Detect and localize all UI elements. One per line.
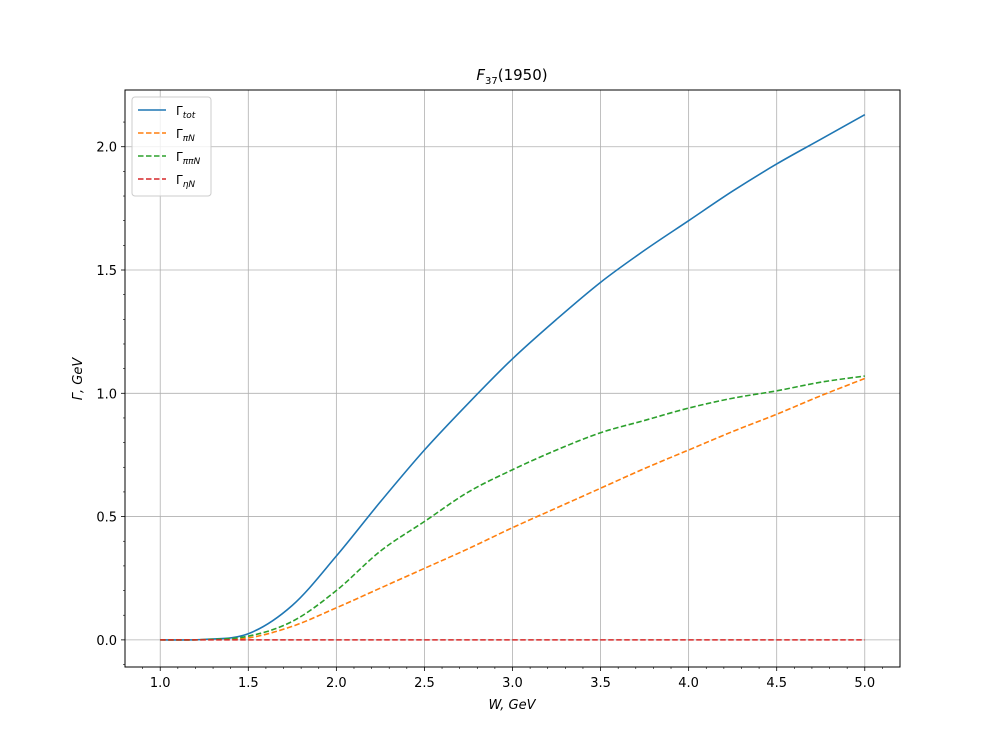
x-tick-label: 3.5 <box>590 676 611 691</box>
legend-label: ΓηN <box>176 173 195 190</box>
x-axis-label: W, GeV <box>488 698 536 713</box>
axis-ticks: 1.0 1.5 2.0 2.5 3.0 3.5 4.0 4.5 5.0 0.0 0.5 1.0 1.5 2… <box>96 121 883 691</box>
series-line-N-1 <box>160 377 866 641</box>
legend: Γtot ΓπN ΓππN ΓηN <box>131 96 212 197</box>
x-tick-label: 1.5 <box>238 676 259 691</box>
legend-label: Γtot <box>176 104 196 121</box>
x-tick-label: 4.0 <box>678 676 699 691</box>
x-tick-label: 2.0 <box>326 676 347 691</box>
y-tick-label: 1.0 <box>96 387 117 402</box>
x-tick-label: 3.0 <box>502 676 523 691</box>
chart-title: F37(1950) <box>476 66 547 87</box>
legend-box <box>131 96 212 197</box>
series-line-N-2 <box>160 375 865 641</box>
series-line-tot-0 <box>160 113 866 641</box>
y-axis-label: Γ, GeV <box>71 357 86 401</box>
y-tick-label: 2.0 <box>96 141 117 156</box>
x-tick-label: 2.5 <box>414 676 435 691</box>
legend-label: ΓππN <box>176 150 201 167</box>
legend-label: ΓπN <box>176 127 195 144</box>
y-tick-label: 0.5 <box>96 511 117 526</box>
x-tick-label: 4.5 <box>766 676 787 691</box>
legend-entries: Γtot ΓπN ΓππN ΓηN <box>138 104 201 190</box>
y-tick-label: 0.0 <box>96 634 117 649</box>
y-tick-label: 1.5 <box>96 264 117 279</box>
series-lines <box>160 113 866 641</box>
x-tick-label: 5.0 <box>854 676 875 691</box>
x-tick-label: 1.0 <box>150 676 171 691</box>
